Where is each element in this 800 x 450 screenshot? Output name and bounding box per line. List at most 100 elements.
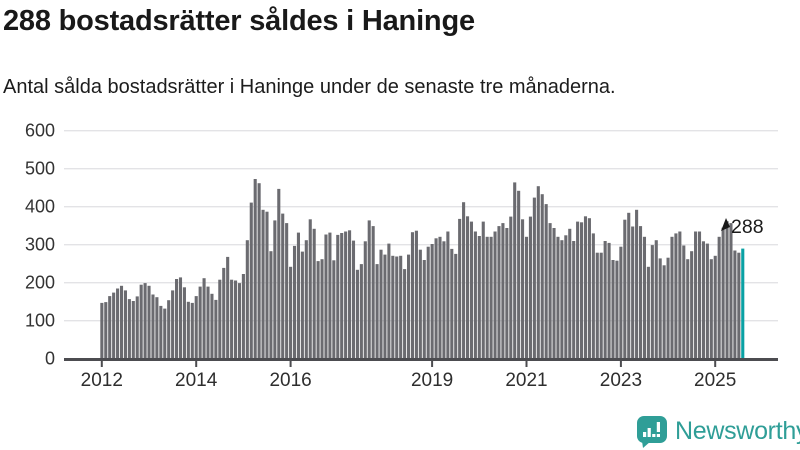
bar bbox=[383, 254, 387, 358]
bar bbox=[171, 290, 175, 358]
bar bbox=[556, 236, 560, 358]
bar bbox=[509, 216, 513, 358]
bar bbox=[277, 188, 281, 358]
bar bbox=[658, 258, 662, 358]
bar bbox=[540, 194, 544, 358]
x-axis-tick bbox=[431, 361, 434, 367]
bar bbox=[465, 216, 470, 358]
bar bbox=[300, 251, 304, 358]
x-axis-label: 2019 bbox=[411, 370, 453, 391]
bar bbox=[678, 231, 682, 358]
y-axis-label: 200 bbox=[25, 273, 55, 293]
bar bbox=[524, 236, 529, 358]
bar bbox=[123, 290, 127, 358]
bar bbox=[159, 305, 163, 358]
bar bbox=[438, 236, 442, 358]
bar bbox=[631, 226, 635, 358]
bar bbox=[568, 228, 572, 358]
bar bbox=[245, 240, 249, 358]
x-axis-tick bbox=[289, 361, 292, 367]
bar bbox=[304, 240, 308, 358]
bar bbox=[477, 236, 481, 358]
newsworthy-wordmark: Newsworthy bbox=[675, 416, 800, 445]
newsworthy-bubble-icon bbox=[637, 415, 667, 448]
bar bbox=[178, 277, 183, 358]
gridline bbox=[64, 206, 778, 208]
y-axis-label: 0 bbox=[45, 349, 55, 369]
bar bbox=[446, 231, 450, 358]
bar bbox=[194, 296, 198, 358]
bar bbox=[410, 232, 415, 358]
bar bbox=[367, 220, 371, 358]
bar bbox=[127, 299, 131, 358]
bar bbox=[289, 266, 293, 358]
y-axis-label: 100 bbox=[25, 311, 55, 331]
y-axis-label: 500 bbox=[25, 159, 55, 179]
bar bbox=[426, 246, 430, 358]
bar bbox=[709, 259, 713, 358]
bar bbox=[198, 286, 202, 358]
bar bbox=[493, 231, 497, 358]
bar bbox=[233, 280, 238, 358]
bar bbox=[379, 249, 383, 358]
x-axis-label: 2021 bbox=[505, 370, 547, 391]
x-axis-line bbox=[64, 358, 778, 361]
bar bbox=[603, 241, 607, 358]
bar bbox=[580, 222, 584, 358]
bar bbox=[348, 230, 352, 358]
bar bbox=[387, 243, 391, 358]
bar bbox=[175, 279, 179, 358]
bar bbox=[230, 279, 234, 358]
bar bbox=[210, 293, 214, 358]
bar bbox=[241, 274, 245, 358]
bar bbox=[473, 231, 477, 358]
x-axis-label: 2023 bbox=[600, 370, 642, 391]
bar bbox=[521, 219, 525, 358]
bar bbox=[729, 223, 733, 358]
bar bbox=[458, 218, 462, 358]
bar bbox=[363, 241, 367, 358]
bar bbox=[135, 296, 139, 358]
bar bbox=[434, 238, 438, 358]
x-axis-label: 2016 bbox=[269, 370, 311, 391]
bar bbox=[116, 288, 120, 358]
bar bbox=[572, 241, 576, 358]
y-axis-label: 600 bbox=[25, 121, 55, 141]
bar bbox=[642, 236, 647, 358]
bar bbox=[359, 264, 363, 358]
bar bbox=[218, 279, 222, 358]
bar bbox=[462, 202, 466, 358]
bar bbox=[226, 256, 230, 358]
bar bbox=[544, 204, 548, 358]
x-axis-tick bbox=[619, 361, 622, 367]
x-axis-label: 2012 bbox=[81, 370, 123, 391]
bar bbox=[627, 212, 631, 358]
bar bbox=[332, 260, 336, 358]
bar bbox=[399, 255, 403, 358]
bar bbox=[654, 240, 658, 358]
bar bbox=[583, 216, 588, 358]
bar bbox=[682, 245, 686, 358]
bar bbox=[697, 231, 702, 358]
bar bbox=[202, 278, 206, 358]
bar-chart: 2012 2014 2016 2019 2021 2023 2025 0 100 200 300 40… bbox=[0, 113, 800, 413]
bar bbox=[131, 301, 135, 358]
bar bbox=[344, 231, 348, 358]
bar bbox=[100, 302, 104, 358]
bar bbox=[635, 209, 639, 358]
bar bbox=[674, 233, 678, 358]
bar bbox=[147, 285, 151, 358]
bar bbox=[733, 250, 737, 358]
bar bbox=[414, 230, 418, 358]
bar bbox=[646, 266, 650, 358]
bar bbox=[513, 182, 517, 358]
bar bbox=[237, 283, 242, 358]
bar bbox=[576, 221, 580, 358]
bar bbox=[407, 254, 411, 358]
bar bbox=[552, 228, 556, 358]
bar bbox=[454, 253, 458, 358]
bar bbox=[312, 228, 316, 358]
bar bbox=[324, 234, 328, 358]
y-axis-label: 400 bbox=[25, 197, 55, 217]
chart-subtitle: Antal sålda bostadsrätter i Haninge unde… bbox=[3, 76, 616, 98]
